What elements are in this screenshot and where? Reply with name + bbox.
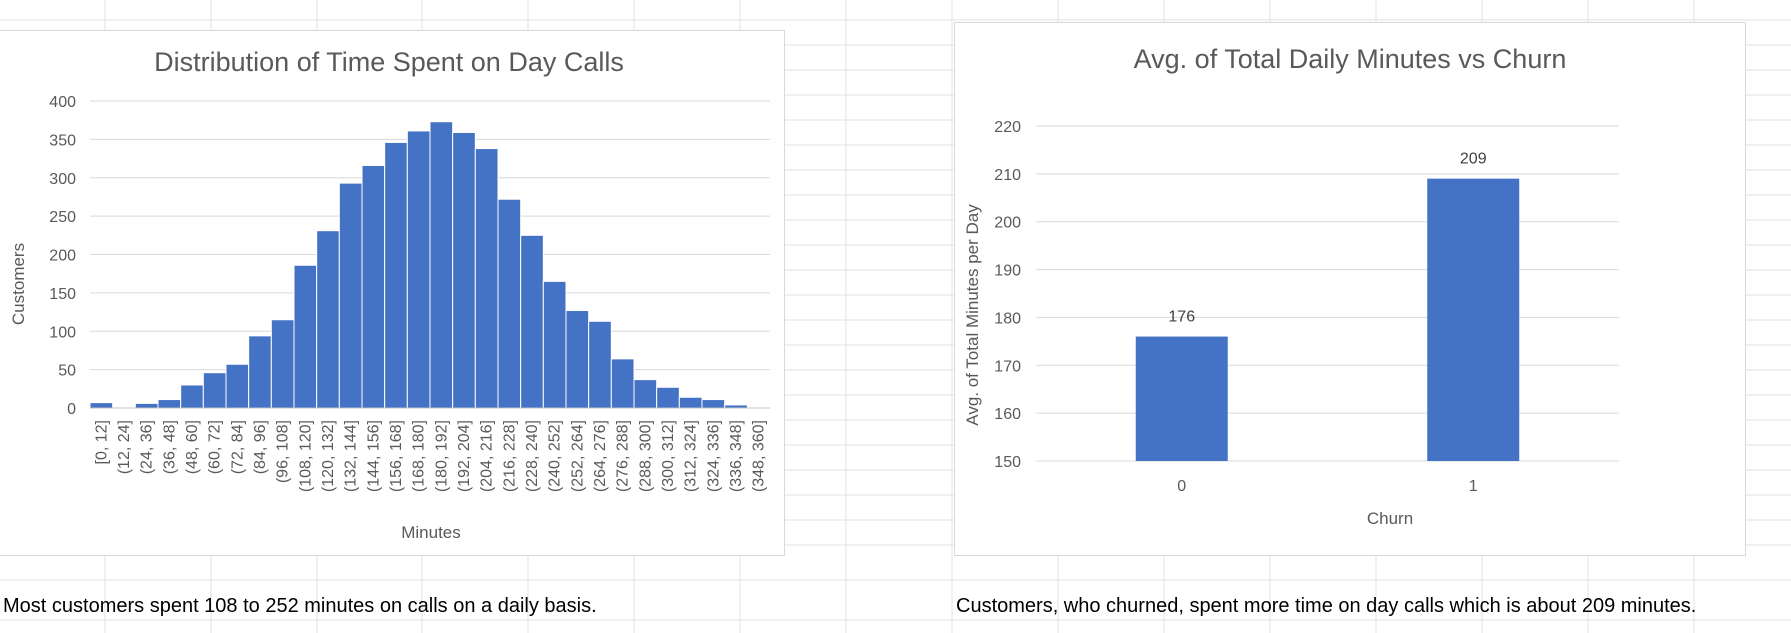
y-tick-label: 180 xyxy=(994,310,1021,327)
x-tick-label: (48, 60] xyxy=(184,420,201,474)
y-tick-label: 200 xyxy=(49,248,76,265)
x-tick-label: (180, 192] xyxy=(433,420,450,492)
histogram-bar xyxy=(452,131,476,409)
x-tick-label: (192, 204] xyxy=(456,420,473,492)
x-tick-label: (240, 252] xyxy=(547,420,564,492)
day-calls-histogram-chart[interactable]: Distribution of Time Spent on Day Calls … xyxy=(0,30,785,556)
histogram-svg: Distribution of Time Spent on Day Calls … xyxy=(9,47,770,542)
x-tick-label: [0, 12] xyxy=(93,420,110,464)
x-tick-label: (84, 96] xyxy=(252,420,269,474)
x-tick-label: (60, 72] xyxy=(207,420,224,474)
y-tick-label: 400 xyxy=(49,94,76,111)
histogram-bar xyxy=(134,402,159,409)
y-axis-title: Customers xyxy=(9,243,28,325)
x-tick-label: (204, 216] xyxy=(479,420,496,492)
y-tick-label: 150 xyxy=(994,454,1021,471)
y-tick-label: 160 xyxy=(994,406,1021,423)
x-tick-label: (24, 36] xyxy=(139,420,156,474)
x-tick-label: (216, 228] xyxy=(501,420,518,492)
histogram-bar xyxy=(406,130,431,409)
x-tick-label: (312, 324] xyxy=(683,420,700,492)
histogram-bar xyxy=(225,363,250,409)
x-tick-label: (300, 312] xyxy=(660,420,677,492)
x-tick-label: (144, 156] xyxy=(365,420,382,492)
histogram-bar xyxy=(338,182,363,409)
histogram-bar xyxy=(248,335,272,409)
data-label: 176 xyxy=(1168,309,1195,326)
y-axis-title: Avg. of Total Minutes per Day xyxy=(963,204,982,426)
y-tick-label: 300 xyxy=(49,171,76,188)
x-tick-label: (36, 48] xyxy=(161,420,178,474)
histogram-bar xyxy=(384,141,408,409)
histogram-bar xyxy=(633,379,658,409)
x-tick-label: (324, 336] xyxy=(705,420,722,492)
histogram-bar xyxy=(202,372,227,409)
churn-bar-svg: Avg. of Total Daily Minutes vs Churn 150… xyxy=(963,44,1619,528)
histogram-bar xyxy=(89,402,114,409)
histogram-bar xyxy=(293,264,318,409)
histogram-bar xyxy=(656,386,680,409)
histogram-plot-area: 0 50 100 150 200 250 300 350 400 [0, 12] (12, 24] (… xyxy=(49,94,770,492)
data-label: 209 xyxy=(1460,151,1487,168)
histogram-caption[interactable]: Most customers spent 108 to 252 minutes … xyxy=(3,595,597,617)
x-tick-label: (264, 276] xyxy=(592,420,609,492)
chart-title: Distribution of Time Spent on Day Calls xyxy=(154,47,624,77)
y-tick-label: 0 xyxy=(67,401,76,418)
x-tick-label: (276, 288] xyxy=(615,420,632,492)
x-tick-label: (12, 24] xyxy=(116,420,133,474)
x-tick-label: (252, 264] xyxy=(569,420,586,492)
y-tick-label: 210 xyxy=(994,167,1021,184)
histogram-bar xyxy=(565,310,590,409)
x-tick-label: (132, 144] xyxy=(343,420,360,492)
x-tick-label: (288, 300] xyxy=(637,420,654,492)
x-tick-label: (156, 168] xyxy=(388,420,405,492)
histogram-bar xyxy=(474,148,499,409)
histogram-bar xyxy=(542,280,567,409)
histogram-bar xyxy=(180,384,204,409)
histogram-bar xyxy=(610,358,635,409)
histogram-bar xyxy=(361,164,386,409)
histogram-bar xyxy=(520,234,544,409)
histogram-bar xyxy=(270,319,295,409)
histogram-bar xyxy=(678,396,703,409)
y-tick-label: 100 xyxy=(49,324,76,341)
x-tick-label: (108, 120] xyxy=(297,420,314,492)
y-tick-label: 250 xyxy=(49,209,76,226)
churn-bar xyxy=(1135,336,1228,461)
y-tick-label: 150 xyxy=(49,286,76,303)
x-axis-title: Churn xyxy=(1367,509,1413,528)
histogram-bar xyxy=(316,230,340,409)
y-tick-label: 190 xyxy=(994,263,1021,280)
histogram-bar xyxy=(588,320,612,409)
y-tick-label: 200 xyxy=(994,215,1021,232)
x-tick-label: (120, 132] xyxy=(320,420,337,492)
x-tick-label: 1 xyxy=(1469,478,1478,495)
y-tick-label: 170 xyxy=(994,358,1021,375)
histogram-bar xyxy=(701,399,726,409)
churn-minutes-bar-chart[interactable]: Avg. of Total Daily Minutes vs Churn 150… xyxy=(954,22,1746,556)
x-tick-label: (348, 360] xyxy=(751,420,768,492)
y-tick-label: 220 xyxy=(994,119,1021,136)
histogram-bar xyxy=(157,399,182,409)
x-tick-label: 0 xyxy=(1177,478,1186,495)
histogram-bar xyxy=(429,121,454,409)
churn-plot-area: 150 160 170 180 190 200 210 220 176 0 209 1 xyxy=(994,119,1619,495)
y-tick-label: 50 xyxy=(58,363,76,380)
x-tick-label: (336, 348] xyxy=(728,420,745,492)
histogram-bar xyxy=(497,198,522,409)
x-tick-label: (168, 180] xyxy=(411,420,428,492)
churn-bar xyxy=(1427,178,1520,461)
churn-caption[interactable]: Customers, who churned, spent more time … xyxy=(956,595,1697,617)
x-tick-label: (228, 240] xyxy=(524,420,541,492)
x-tick-label: (72, 84] xyxy=(229,420,246,474)
chart-title: Avg. of Total Daily Minutes vs Churn xyxy=(1134,44,1567,74)
y-tick-label: 350 xyxy=(49,132,76,149)
x-tick-label: (96, 108] xyxy=(275,420,292,483)
x-axis-title: Minutes xyxy=(401,523,461,542)
